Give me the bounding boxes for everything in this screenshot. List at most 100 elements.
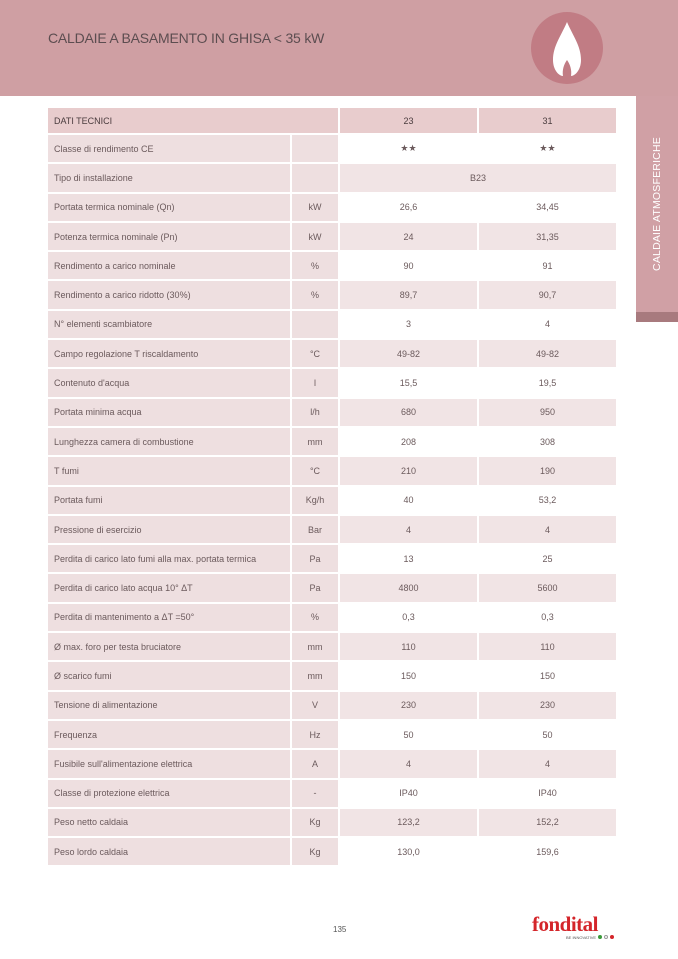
row-value-23: 208 — [400, 436, 417, 447]
section-tab-label: CALDAIE ATMOSFERICHE — [651, 137, 663, 271]
page-number: 135 — [333, 925, 347, 934]
row-value-31: 150 — [539, 670, 556, 681]
table-row: Perdita di carico lato acqua 10° ΔT Pa 480… — [48, 574, 616, 602]
row-value-23: 680 — [340, 398, 477, 426]
row-value-31: 950 — [479, 398, 616, 426]
row-label: Pressione di esercizio — [48, 515, 290, 544]
table-row: Lunghezza camera di combustione mm 208 308 — [48, 427, 616, 456]
row-value-31: 190 — [479, 457, 616, 485]
row-label: Classe di protezione elettrica — [48, 779, 290, 807]
row-value-23: 15,5 — [399, 378, 418, 389]
table-row: Peso netto caldaia Kg 123,2 152,2 — [48, 808, 616, 837]
row-label: T fumi — [48, 457, 290, 485]
table-row: Perdita di mantenimento a ΔT =50°% 0,3 0,3 — [48, 603, 616, 632]
table-row: Portata fumi Kg/h 40 53,2 — [48, 486, 616, 514]
logo-tagline: BE INNOVATIVE — [566, 935, 615, 940]
row-unit: % — [292, 603, 338, 632]
row-value-23: 4 — [340, 515, 477, 544]
row-unit: - — [292, 779, 338, 807]
row-value-23: 0,3 — [402, 612, 415, 623]
row-label: Classe di rendimento CE — [48, 135, 290, 163]
row-value-23: 26,6 — [399, 202, 418, 213]
row-unit: Pa — [292, 545, 338, 573]
row-label: Portata termica nominale (Qn) — [48, 193, 290, 221]
row-unit: % — [292, 252, 338, 280]
table-header-row: DATI TECNICI 23 31 — [48, 108, 616, 133]
table-row: Fusibile sull'alimentazione elettrica A 4 4 — [48, 750, 616, 778]
row-value-31: 152,2 — [479, 808, 616, 837]
row-unit — [292, 164, 338, 192]
page-header: CALDAIE A BASAMENTO IN GHISA < 35 kW — [0, 0, 678, 96]
row-label: Perdita di carico lato acqua 10° ΔT — [48, 574, 290, 602]
table-row: Classe di protezione elettrica - IP40 IP40 — [48, 779, 616, 807]
table-row: Contenuto d'acqua l 15,5 19,5 — [48, 369, 616, 397]
row-value-31: 34,45 — [536, 202, 559, 213]
row-value-23: 3 — [405, 319, 411, 330]
table-row: Peso lordo caldaia Kg 130,0 159,6 — [48, 838, 616, 866]
row-unit: l/h — [292, 398, 338, 426]
row-unit — [292, 135, 338, 163]
row-value-23: 210 — [340, 457, 477, 485]
row-value-31: 308 — [539, 436, 556, 447]
row-unit — [292, 310, 338, 339]
technical-data-table: DATI TECNICI 23 31 Classe di rendimento … — [46, 106, 618, 867]
row-value-23: 49-82 — [340, 340, 477, 368]
page-title: CALDAIE A BASAMENTO IN GHISA < 35 kW — [48, 30, 325, 46]
table-row: Potenza termica nominale (Pn) kW 24 31,35 — [48, 222, 616, 251]
flame-icon — [531, 12, 603, 84]
row-value-31: 0,3 — [541, 612, 554, 623]
row-value-31: 159,6 — [536, 846, 559, 857]
row-unit: Kg — [292, 808, 338, 837]
row-value-23: 110 — [340, 633, 477, 661]
row-value-31: 91 — [542, 260, 553, 271]
row-label: N° elementi scambiatore — [48, 310, 290, 339]
row-value-31: 4 — [479, 515, 616, 544]
table-row: Pressione di esercizio Bar 4 4 — [48, 515, 616, 544]
row-label: Perdita di carico lato fumi alla max. po… — [48, 545, 290, 573]
row-label: Peso netto caldaia — [48, 808, 290, 837]
row-label: Frequenza — [48, 720, 290, 749]
table-row: Classe di rendimento CE ★★ ★★ — [48, 135, 616, 163]
row-unit: Bar — [292, 515, 338, 544]
row-label: Portata minima acqua — [48, 398, 290, 426]
row-value-31: 90,7 — [479, 281, 616, 309]
tagline-text: BE INNOVATIVE — [566, 935, 597, 940]
row-unit: Hz — [292, 720, 338, 749]
row-label: Portata fumi — [48, 486, 290, 514]
row-unit: mm — [292, 662, 338, 690]
header-model-23: 23 — [340, 108, 477, 133]
section-tab — [636, 96, 678, 312]
row-value-31: ★★ — [539, 143, 556, 154]
row-value-23: 230 — [340, 691, 477, 719]
row-unit: Kg — [292, 838, 338, 866]
row-value-31: 31,35 — [479, 222, 616, 251]
table-row: Tensione di alimentazione V 230 230 — [48, 691, 616, 719]
row-label: Tensione di alimentazione — [48, 691, 290, 719]
table-row: Perdita di carico lato fumi alla max. po… — [48, 545, 616, 573]
row-label: Potenza termica nominale (Pn) — [48, 222, 290, 251]
row-value-31: 5600 — [479, 574, 616, 602]
row-value-23: 130,0 — [397, 846, 420, 857]
row-value-23: 50 — [403, 729, 414, 740]
row-value-23: 24 — [340, 222, 477, 251]
header-label: DATI TECNICI — [48, 108, 338, 133]
row-value-23: 123,2 — [340, 808, 477, 837]
row-label: Ø max. foro per testa bruciatore — [48, 633, 290, 661]
row-value-23: 4 — [340, 750, 477, 778]
row-label: Campo regolazione T riscaldamento — [48, 340, 290, 368]
table-row: Portata minima acqua l/h 680 950 — [48, 398, 616, 426]
row-value-31: 4 — [479, 750, 616, 778]
row-value-23: IP40 — [399, 788, 418, 799]
row-unit: mm — [292, 427, 338, 456]
row-value-23: 4800 — [340, 574, 477, 602]
table-row: Rendimento a carico ridotto (30%)% 89,7 90… — [48, 281, 616, 309]
row-value-31: 50 — [542, 729, 553, 740]
row-value-23: 150 — [400, 670, 417, 681]
row-unit: Kg/h — [292, 486, 338, 514]
table-row: Frequenza Hz 50 50 — [48, 720, 616, 749]
row-unit: % — [292, 281, 338, 309]
table-row: T fumi °C 210 190 — [48, 457, 616, 485]
row-value-31: 230 — [479, 691, 616, 719]
row-value-23: 89,7 — [340, 281, 477, 309]
row-value-23: 90 — [403, 260, 414, 271]
